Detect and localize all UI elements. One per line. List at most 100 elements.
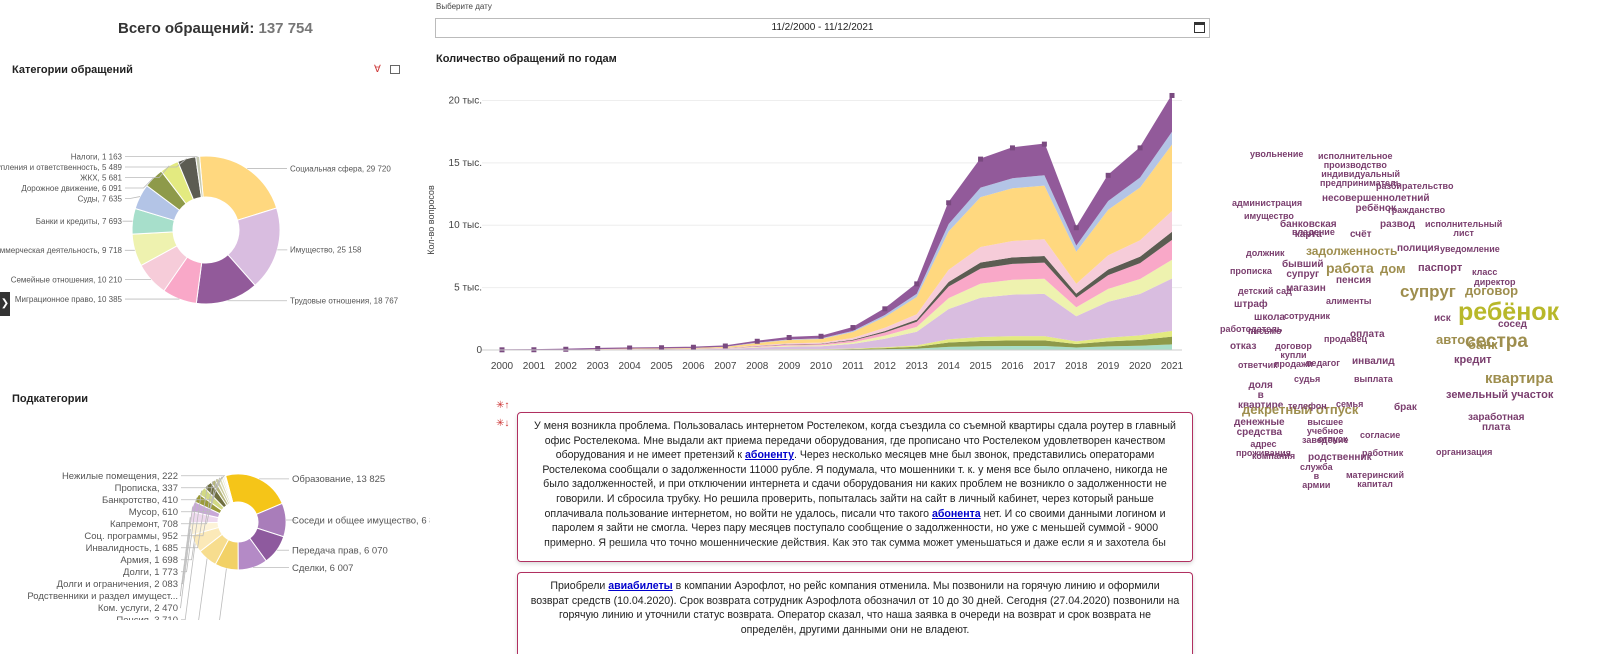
word-cloud-term[interactable]: школа: [1254, 312, 1285, 323]
word-cloud-term[interactable]: декретный отпуск: [1242, 402, 1359, 417]
word-cloud-term[interactable]: денежные средства: [1234, 417, 1285, 438]
category-slice[interactable]: [199, 155, 278, 221]
word-cloud-term[interactable]: авто: [1436, 332, 1466, 347]
word-cloud-term[interactable]: ответчик: [1238, 360, 1278, 370]
word-cloud-term[interactable]: магазин: [1286, 283, 1326, 294]
expand-panel-button[interactable]: ❯: [0, 292, 10, 316]
data-point[interactable]: [690, 344, 696, 350]
word-cloud-term[interactable]: выплата: [1354, 374, 1393, 384]
data-point[interactable]: [1041, 141, 1047, 147]
word-cloud-term[interactable]: увольнение: [1250, 149, 1304, 159]
area-series[interactable]: [502, 239, 1172, 350]
word-cloud-term[interactable]: работодатель: [1220, 324, 1283, 334]
word-cloud-term[interactable]: письмо: [1248, 326, 1282, 336]
word-cloud-term[interactable]: банк: [1468, 337, 1498, 352]
area-series[interactable]: [502, 336, 1172, 350]
word-cloud-term[interactable]: служба в армии: [1300, 462, 1333, 490]
calendar-icon[interactable]: [1194, 22, 1205, 33]
word-cloud-term[interactable]: несовершеннолетний ребёнок: [1322, 193, 1430, 214]
word-cloud-term[interactable]: банковская карта: [1280, 219, 1337, 240]
word-cloud-term[interactable]: брак: [1394, 402, 1417, 413]
word-cloud-term[interactable]: договор купли продажи: [1274, 341, 1313, 369]
area-series[interactable]: [502, 259, 1172, 350]
area-series[interactable]: [502, 144, 1172, 350]
word-cloud-term[interactable]: телефон: [1288, 401, 1327, 411]
word-cloud-term[interactable]: бывший супруг: [1282, 259, 1324, 280]
word-cloud-term[interactable]: адрес проживания: [1236, 439, 1291, 458]
data-point[interactable]: [1105, 172, 1111, 178]
review-link[interactable]: абонента: [932, 507, 981, 520]
word-cloud-term[interactable]: судья: [1294, 374, 1321, 384]
word-cloud-term[interactable]: детский сад: [1238, 286, 1292, 296]
maximize-icon[interactable]: [390, 65, 400, 74]
data-point[interactable]: [850, 325, 856, 331]
word-cloud-term[interactable]: компания: [1252, 451, 1296, 461]
word-cloud-term[interactable]: директор: [1474, 277, 1516, 287]
word-cloud-term[interactable]: исполнительный лист: [1425, 219, 1503, 238]
word-cloud-term[interactable]: семья: [1336, 399, 1364, 409]
word-cloud-term[interactable]: должник: [1246, 248, 1285, 258]
word-cloud-term[interactable]: сестра: [1465, 331, 1528, 352]
area-series[interactable]: [502, 231, 1172, 350]
area-series[interactable]: [502, 344, 1172, 350]
data-point[interactable]: [1137, 145, 1143, 151]
word-cloud-term[interactable]: гражданство: [1388, 205, 1446, 215]
area-series[interactable]: [502, 211, 1172, 350]
word-cloud-term[interactable]: пенсия: [1336, 275, 1372, 286]
data-point[interactable]: [722, 343, 728, 349]
word-cloud-term[interactable]: согласие: [1360, 430, 1401, 440]
word-cloud-term[interactable]: квартира: [1485, 370, 1553, 387]
word-cloud-term[interactable]: администрация: [1232, 198, 1303, 208]
word-cloud-term[interactable]: сосед: [1498, 319, 1528, 330]
review-link[interactable]: авиабилеты: [608, 580, 673, 592]
sort-desc-icon[interactable]: ✳↓: [496, 418, 510, 429]
word-cloud-term[interactable]: продавец: [1324, 334, 1367, 344]
sort-asc-icon[interactable]: ✳↑: [496, 400, 510, 411]
word-cloud-term[interactable]: земельный участок: [1446, 389, 1554, 401]
word-cloud-term[interactable]: уведомление: [1440, 244, 1500, 254]
word-cloud-term[interactable]: штраф: [1234, 299, 1268, 310]
word-cloud-term[interactable]: индивидуальный предприниматель: [1320, 169, 1402, 188]
word-cloud-term[interactable]: кредит: [1454, 354, 1492, 366]
word-cloud-term[interactable]: организация: [1436, 447, 1493, 457]
review-link[interactable]: абоненту: [745, 449, 794, 462]
review-card[interactable]: Приобрели авиабилеты в компании Аэрофлот…: [517, 572, 1193, 654]
word-cloud-term[interactable]: сотрудник: [1284, 311, 1331, 321]
data-point[interactable]: [563, 346, 569, 352]
word-cloud-term[interactable]: прописка: [1230, 266, 1272, 276]
area-series[interactable]: [502, 131, 1172, 350]
word-cloud-term[interactable]: педагог: [1306, 358, 1341, 368]
data-point[interactable]: [914, 281, 920, 287]
word-cloud-term[interactable]: работник: [1362, 448, 1404, 458]
word-cloud-term[interactable]: паспорт: [1418, 262, 1463, 274]
word-cloud-term[interactable]: инвалид: [1352, 356, 1395, 367]
word-cloud-term[interactable]: алименты: [1326, 296, 1372, 306]
word-cloud-term[interactable]: ребёнок: [1458, 298, 1560, 326]
data-point[interactable]: [627, 345, 633, 351]
word-cloud-term[interactable]: супруг: [1400, 282, 1456, 301]
area-series[interactable]: [502, 278, 1172, 350]
data-point[interactable]: [882, 306, 888, 312]
data-point[interactable]: [659, 345, 665, 351]
area-series[interactable]: [502, 95, 1172, 350]
word-cloud-term[interactable]: дом: [1380, 261, 1406, 276]
word-cloud-term[interactable]: владение: [1292, 227, 1335, 237]
word-cloud-term[interactable]: класс: [1472, 267, 1498, 277]
data-point[interactable]: [946, 200, 952, 206]
word-cloud-term[interactable]: имущество: [1244, 211, 1294, 221]
word-cloud-term[interactable]: отказ: [1230, 341, 1257, 352]
word-cloud-term[interactable]: высшее учебное заведение: [1302, 417, 1349, 445]
word-cloud-term[interactable]: родственник: [1308, 452, 1372, 463]
word-cloud-term[interactable]: развод: [1380, 219, 1416, 230]
word-cloud-term[interactable]: заработная плата: [1468, 412, 1525, 433]
word-cloud-term[interactable]: договор: [1465, 283, 1519, 298]
word-cloud-term[interactable]: материнский капитал: [1346, 470, 1404, 489]
data-point[interactable]: [1169, 92, 1175, 98]
data-point[interactable]: [786, 335, 792, 341]
word-cloud-term[interactable]: полиция: [1397, 243, 1440, 254]
review-card[interactable]: У меня возникла проблема. Пользовалась и…: [517, 412, 1193, 562]
data-point[interactable]: [1073, 225, 1079, 231]
word-cloud-term[interactable]: оплата: [1350, 329, 1385, 340]
data-point[interactable]: [1009, 145, 1015, 151]
data-point[interactable]: [595, 346, 601, 352]
